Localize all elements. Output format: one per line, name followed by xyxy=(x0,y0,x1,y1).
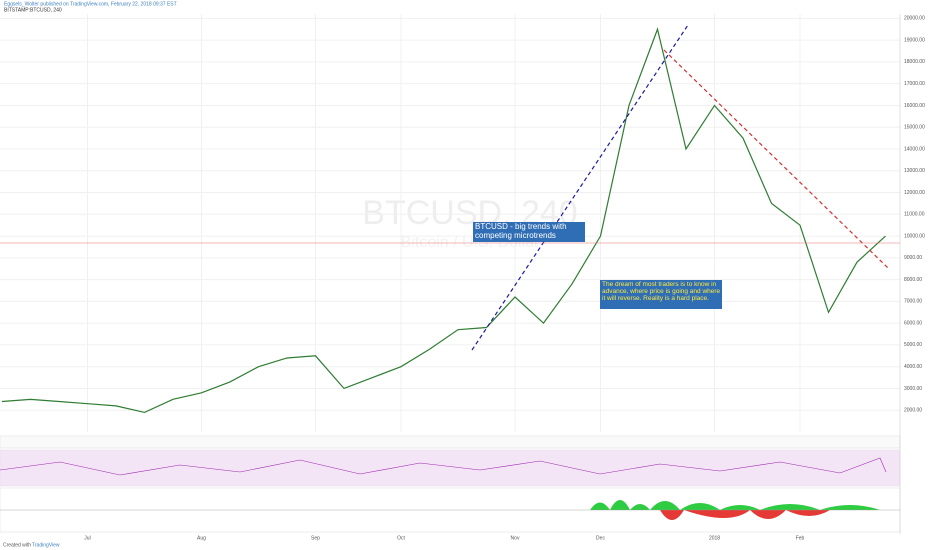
annotation-text: BTCUSD - big trends with competing micro… xyxy=(475,222,567,240)
x-tick-label: Feb xyxy=(796,535,805,541)
x-tick-label: Nov xyxy=(511,535,520,541)
plot: 2000.00 3000.00 4000.00 5000.00 6000.00 7000.… xyxy=(0,14,925,541)
histogram-positive xyxy=(590,500,880,510)
price-line xyxy=(1,27,886,414)
y-tick-label: 9000.00 xyxy=(904,255,922,261)
y-tick-label: 18000.00 xyxy=(904,59,925,65)
footer-created: Created with xyxy=(3,542,31,548)
annotation-text: The dream of most traders is to know in … xyxy=(602,281,721,302)
histogram-negative xyxy=(660,510,830,520)
y-tick-label: 16000.00 xyxy=(904,103,925,109)
y-tick-label: 7000.00 xyxy=(904,299,922,305)
y-tick-label: 13000.00 xyxy=(904,168,925,174)
annotation: The dream of most traders is to know in … xyxy=(602,281,721,302)
publisher: Eggsels_Wolter published on TradingView.… xyxy=(4,1,177,7)
y-tick-label: 19000.00 xyxy=(904,37,925,43)
x-tick-label: Dec xyxy=(596,535,605,541)
annotation-box xyxy=(600,280,722,309)
y-tick-label: 10000.00 xyxy=(904,233,925,239)
x-tick-label: Jul xyxy=(84,535,90,541)
y-tick-label: 3000.00 xyxy=(904,386,922,392)
y-tick-label: 6000.00 xyxy=(904,320,922,326)
x-tick-label: Aug xyxy=(197,535,206,541)
y-tick-label: 20000.00 xyxy=(904,16,925,22)
y-tick-label: 17000.00 xyxy=(904,81,925,87)
x-tick-label: 2018 xyxy=(709,535,720,541)
y-tick-label: 2000.00 xyxy=(904,408,922,414)
trend-line-down xyxy=(663,49,889,269)
footer-brand: TradingView xyxy=(32,542,60,548)
y-tick-label: 4000.00 xyxy=(904,364,922,370)
rsi-panel xyxy=(0,449,901,487)
y-tick-label: 11000.00 xyxy=(904,212,925,218)
y-tick-label: 8000.00 xyxy=(904,277,922,283)
symbol-line: BITSTAMP:BTCUSD, 240 xyxy=(4,7,62,13)
y-tick-label: 5000.00 xyxy=(904,342,922,348)
y-tick-label: 12000.00 xyxy=(904,190,925,196)
y-tick-label: 15000.00 xyxy=(904,125,925,131)
annotation: BTCUSD - big trends with competing micro… xyxy=(475,222,567,240)
x-tick-label: Sep xyxy=(311,535,320,541)
annotation-box xyxy=(473,222,585,242)
trend-line-up xyxy=(471,24,689,351)
y-tick-label: 14000.00 xyxy=(904,146,925,152)
indicator-panel xyxy=(0,435,901,449)
rsi-line xyxy=(0,457,887,476)
x-tick-label: Oct xyxy=(397,535,405,541)
